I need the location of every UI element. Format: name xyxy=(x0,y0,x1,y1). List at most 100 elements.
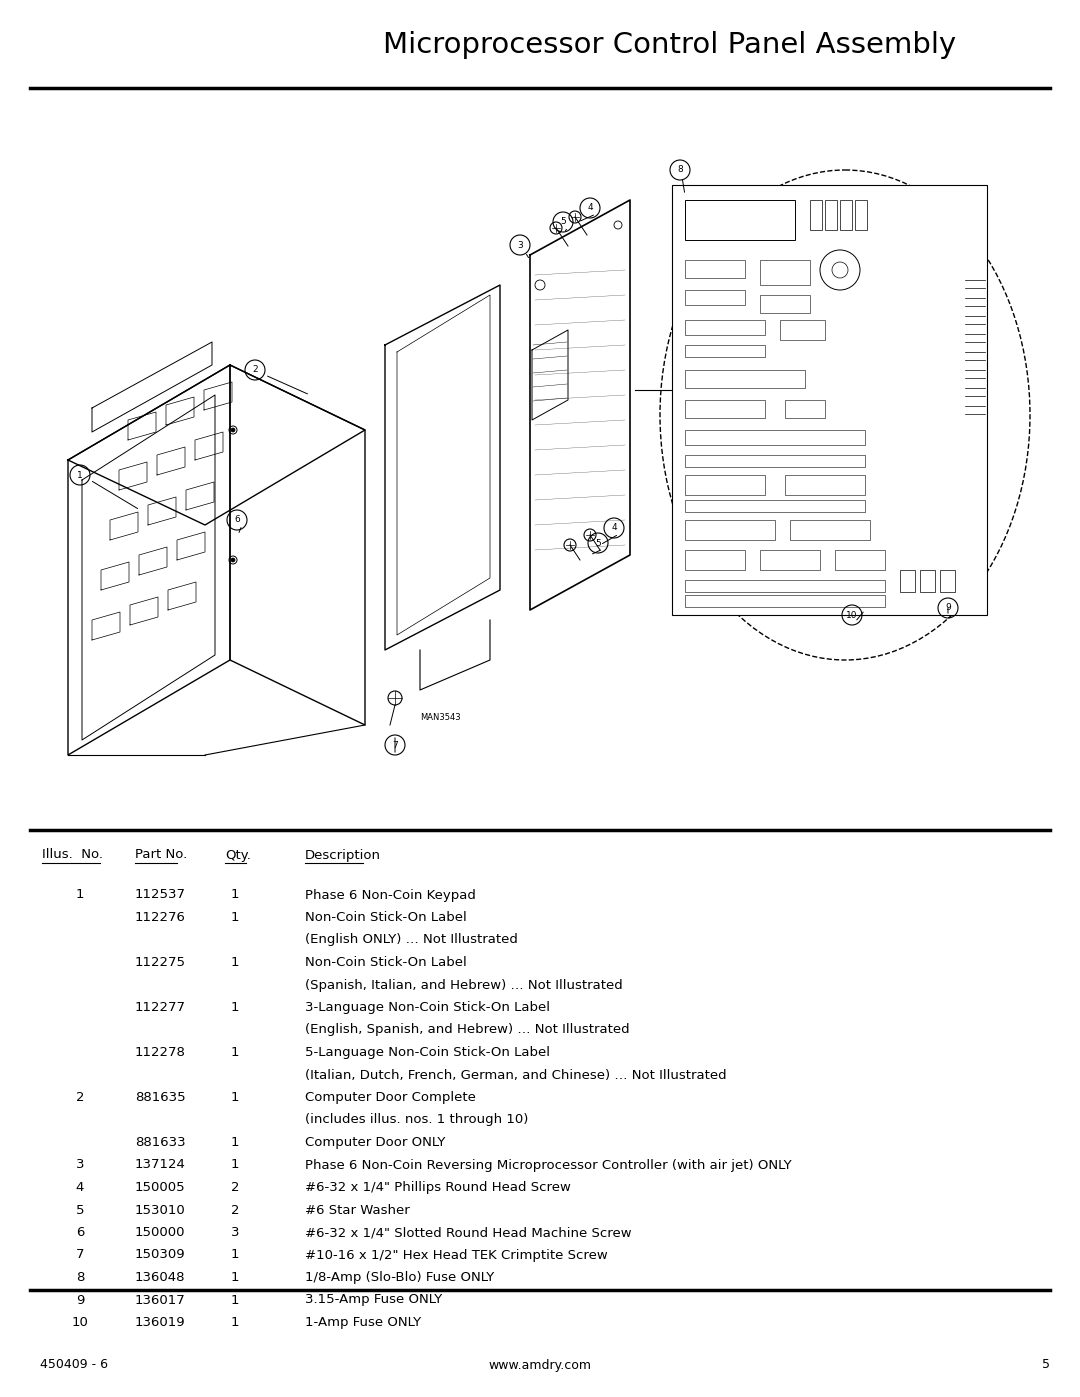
Text: 5: 5 xyxy=(595,538,600,548)
Bar xyxy=(835,550,885,570)
Text: (Spanish, Italian, and Hebrew) … Not Illustrated: (Spanish, Italian, and Hebrew) … Not Ill… xyxy=(305,978,623,992)
Bar xyxy=(685,320,765,335)
Text: 3: 3 xyxy=(517,240,523,250)
Text: 1: 1 xyxy=(76,888,84,901)
Bar xyxy=(810,200,822,231)
Bar xyxy=(685,345,765,358)
Text: 2: 2 xyxy=(231,1203,240,1217)
Bar xyxy=(685,500,865,511)
Bar xyxy=(760,260,810,285)
Text: 4: 4 xyxy=(76,1180,84,1194)
Text: 5: 5 xyxy=(1042,1358,1050,1372)
Text: 8: 8 xyxy=(76,1271,84,1284)
Text: Qty.: Qty. xyxy=(225,848,251,862)
Text: Description: Description xyxy=(305,848,381,862)
Text: Non-Coin Stick-On Label: Non-Coin Stick-On Label xyxy=(305,911,467,923)
Text: Phase 6 Non-Coin Reversing Microprocessor Controller (with air jet) ONLY: Phase 6 Non-Coin Reversing Microprocesso… xyxy=(305,1158,792,1172)
Text: (English, Spanish, and Hebrew) … Not Illustrated: (English, Spanish, and Hebrew) … Not Ill… xyxy=(305,1024,630,1037)
Text: 5: 5 xyxy=(76,1203,84,1217)
Text: 136019: 136019 xyxy=(135,1316,186,1329)
Text: 1: 1 xyxy=(231,1091,240,1104)
Text: 1: 1 xyxy=(231,1249,240,1261)
Bar xyxy=(672,184,987,615)
Text: 5-Language Non-Coin Stick-On Label: 5-Language Non-Coin Stick-On Label xyxy=(305,1046,550,1059)
Circle shape xyxy=(231,557,235,562)
Text: Phase 6 Non-Coin Keypad: Phase 6 Non-Coin Keypad xyxy=(305,888,476,901)
Text: 5: 5 xyxy=(561,218,566,226)
Text: 7: 7 xyxy=(392,740,397,750)
Text: 2: 2 xyxy=(76,1091,84,1104)
Text: 112278: 112278 xyxy=(135,1046,186,1059)
Text: 450409 - 6: 450409 - 6 xyxy=(40,1358,108,1372)
Text: (Italian, Dutch, French, German, and Chinese) … Not Illustrated: (Italian, Dutch, French, German, and Chi… xyxy=(305,1069,727,1081)
Text: 1: 1 xyxy=(231,1046,240,1059)
Text: 150000: 150000 xyxy=(135,1227,186,1239)
Text: Part No.: Part No. xyxy=(135,848,187,862)
Bar xyxy=(685,370,805,388)
Text: 2: 2 xyxy=(253,366,258,374)
Circle shape xyxy=(231,427,235,432)
Text: 1: 1 xyxy=(231,1271,240,1284)
Text: 1-Amp Fuse ONLY: 1-Amp Fuse ONLY xyxy=(305,1316,421,1329)
Text: 6: 6 xyxy=(76,1227,84,1239)
Text: 3: 3 xyxy=(231,1227,240,1239)
Text: 112277: 112277 xyxy=(135,1002,186,1014)
Text: 137124: 137124 xyxy=(135,1158,186,1172)
Text: 1: 1 xyxy=(231,1316,240,1329)
Text: 10: 10 xyxy=(847,610,858,619)
Text: 112537: 112537 xyxy=(135,888,186,901)
Text: #6-32 x 1/4" Slotted Round Head Machine Screw: #6-32 x 1/4" Slotted Round Head Machine … xyxy=(305,1227,632,1239)
Text: (includes illus. nos. 1 through 10): (includes illus. nos. 1 through 10) xyxy=(305,1113,528,1126)
Bar xyxy=(780,320,825,339)
Bar xyxy=(825,200,837,231)
Bar xyxy=(840,200,852,231)
Text: 112275: 112275 xyxy=(135,956,186,970)
Text: 136048: 136048 xyxy=(135,1271,186,1284)
Text: Non-Coin Stick-On Label: Non-Coin Stick-On Label xyxy=(305,956,467,970)
Text: 4: 4 xyxy=(588,204,593,212)
Text: 3: 3 xyxy=(76,1158,84,1172)
Text: 1: 1 xyxy=(231,956,240,970)
Text: #6 Star Washer: #6 Star Washer xyxy=(305,1203,409,1217)
Text: Microprocessor Control Panel Assembly: Microprocessor Control Panel Assembly xyxy=(383,31,957,59)
Text: 1: 1 xyxy=(231,1158,240,1172)
Text: Illus.  No.: Illus. No. xyxy=(42,848,103,862)
Text: 150309: 150309 xyxy=(135,1249,186,1261)
Bar xyxy=(855,200,867,231)
Text: MAN3543: MAN3543 xyxy=(420,714,460,722)
Bar xyxy=(760,550,820,570)
Text: Computer Door ONLY: Computer Door ONLY xyxy=(305,1136,445,1148)
Bar xyxy=(685,260,745,278)
Bar xyxy=(785,475,865,495)
Bar xyxy=(760,295,810,313)
Text: 1: 1 xyxy=(231,1136,240,1148)
Text: 2: 2 xyxy=(231,1180,240,1194)
Bar xyxy=(685,595,885,608)
Text: (English ONLY) … Not Illustrated: (English ONLY) … Not Illustrated xyxy=(305,933,518,947)
Text: 150005: 150005 xyxy=(135,1180,186,1194)
Text: 4: 4 xyxy=(611,524,617,532)
Bar xyxy=(685,291,745,305)
Text: #10-16 x 1/2" Hex Head TEK Crimptite Screw: #10-16 x 1/2" Hex Head TEK Crimptite Scr… xyxy=(305,1249,608,1261)
Text: 1: 1 xyxy=(77,471,83,479)
Text: 153010: 153010 xyxy=(135,1203,186,1217)
Text: 1/8-Amp (Slo-Blo) Fuse ONLY: 1/8-Amp (Slo-Blo) Fuse ONLY xyxy=(305,1271,495,1284)
Bar xyxy=(685,200,795,240)
Text: 1: 1 xyxy=(231,1294,240,1306)
Text: 3.15-Amp Fuse ONLY: 3.15-Amp Fuse ONLY xyxy=(305,1294,442,1306)
Bar xyxy=(789,520,870,541)
Text: #6-32 x 1/4" Phillips Round Head Screw: #6-32 x 1/4" Phillips Round Head Screw xyxy=(305,1180,571,1194)
Text: 881635: 881635 xyxy=(135,1091,186,1104)
Bar xyxy=(685,580,885,592)
Bar xyxy=(685,400,765,418)
Text: www.amdry.com: www.amdry.com xyxy=(488,1358,592,1372)
Text: 10: 10 xyxy=(71,1316,89,1329)
Text: 9: 9 xyxy=(945,604,950,612)
Bar xyxy=(685,520,775,541)
Bar xyxy=(685,430,865,446)
Text: 1: 1 xyxy=(231,888,240,901)
Text: 1: 1 xyxy=(231,1002,240,1014)
Text: 112276: 112276 xyxy=(135,911,186,923)
Bar xyxy=(785,400,825,418)
Bar xyxy=(685,455,865,467)
